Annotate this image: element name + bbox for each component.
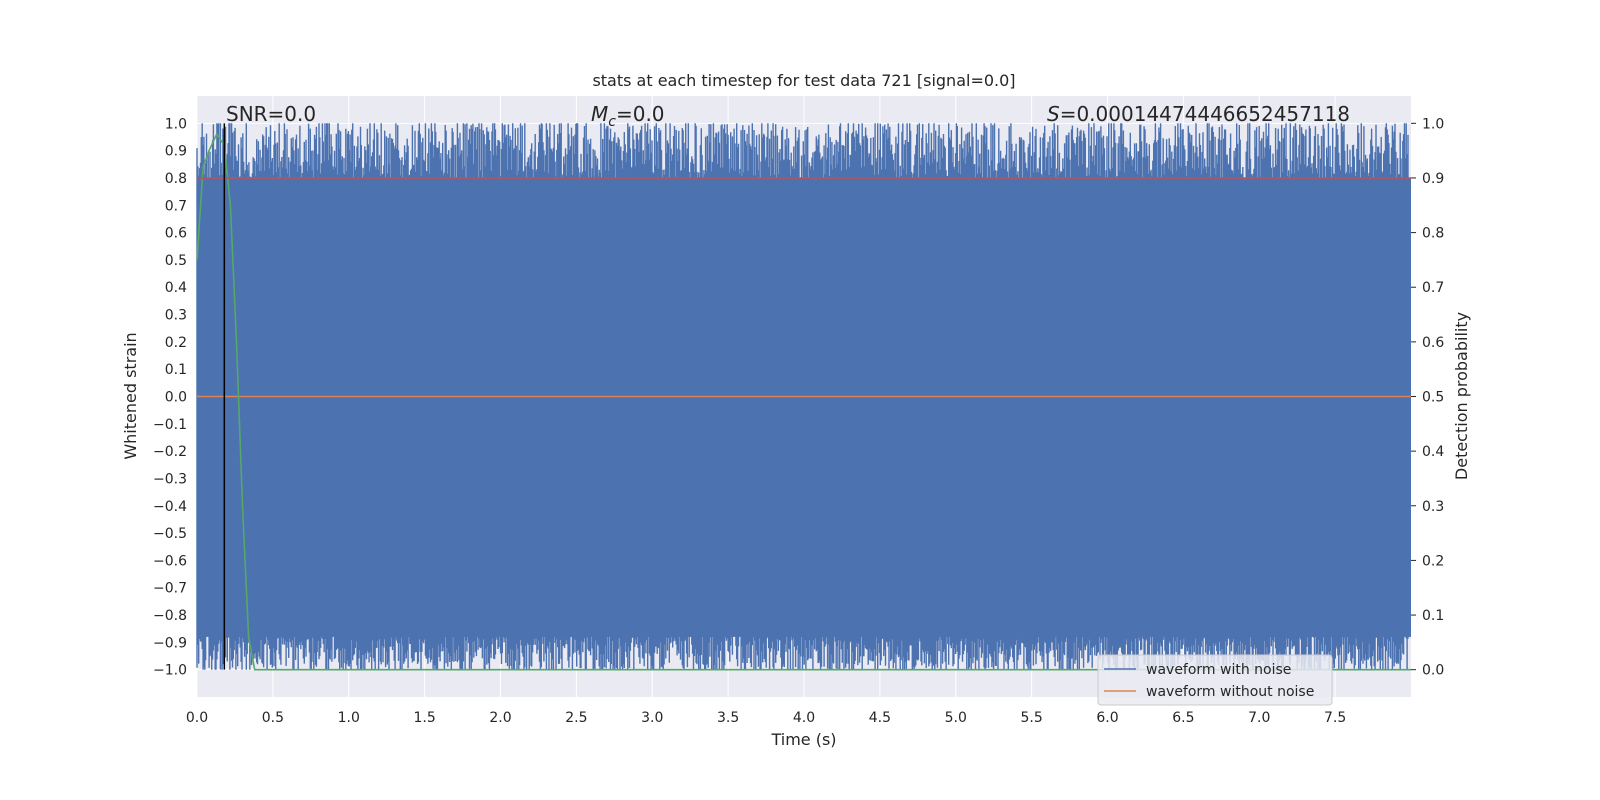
x-tick-label: 6.5 (1172, 710, 1194, 726)
y2-tick-label: 0.9 (1422, 171, 1444, 187)
chart-title: stats at each timestep for test data 721… (592, 71, 1015, 90)
y-tick-label: −0.6 (153, 553, 187, 569)
y2-tick-label: 0.6 (1422, 335, 1444, 351)
y-tick-label: 0.2 (165, 335, 187, 351)
lines-layer (196, 123, 1411, 671)
y-tick-label: 0.6 (165, 226, 187, 242)
y-tick-label: 0.9 (165, 144, 187, 160)
y-tick-label: 0.3 (165, 308, 187, 324)
chirp-mass-subscript: c (608, 114, 616, 130)
snr-annotation: SNR=0.0 (226, 102, 316, 126)
y2-tick-label: 0.5 (1422, 390, 1444, 406)
x-axis-label: Time (s) (770, 730, 836, 749)
y2-tick-labels: 1.0 0.9 0.8 0.7 0.6 0.5 0.4 0.3 0.2 0.1 0.0 (1411, 116, 1444, 679)
y2-tick-label: 0.0 (1422, 663, 1444, 679)
y-tick-label: −0.9 (153, 635, 187, 651)
x-tick-label: 3.5 (717, 710, 739, 726)
y-tick-label: 0.5 (165, 253, 187, 269)
x-tick-label: 6.0 (1096, 710, 1118, 726)
x-tick-label: 0.5 (262, 710, 284, 726)
y-tick-label: −0.1 (153, 417, 187, 433)
chirp-mass-annotation: Mc=0.0 (591, 102, 665, 130)
y2-tick-label: 1.0 (1422, 116, 1444, 132)
y-tick-label: 0.8 (165, 171, 187, 187)
x-tick-label: 2.5 (565, 710, 587, 726)
y-tick-label: 0.1 (165, 362, 187, 378)
y2-tick-label: 0.3 (1422, 499, 1444, 515)
y-tick-label: −1.0 (153, 663, 187, 679)
x-tick-label: 5.5 (1020, 710, 1042, 726)
x-tick-label: 0.0 (186, 710, 208, 726)
x-tick-labels: 0.0 0.5 1.0 1.5 2.0 2.5 3.0 3.5 4.0 4.5 5.0 5.5 6.0 6… (186, 710, 1346, 726)
y2-tick-label: 0.2 (1422, 553, 1444, 569)
y-tick-label: −0.2 (153, 444, 187, 460)
legend-label-clean: waveform without noise (1146, 684, 1314, 700)
y-tick-label: −0.7 (153, 581, 187, 597)
y2-axis-label: Detection probability (1452, 312, 1471, 480)
y2-tick-label: 0.4 (1422, 444, 1444, 460)
x-tick-label: 5.0 (945, 710, 967, 726)
x-tick-label: 1.0 (338, 710, 360, 726)
y-tick-labels: 1.0 0.9 0.8 0.7 0.6 0.5 0.4 0.3 0.2 0.1 0.0 −0.1 −0.… (153, 116, 187, 678)
noisy-waveform-band (196, 123, 1411, 670)
y-tick-label: 1.0 (165, 116, 187, 132)
y2-tick-label: 0.1 (1422, 608, 1444, 624)
legend: waveform with noise waveform without noi… (1097, 654, 1333, 706)
chirp-mass-symbol: M (591, 102, 608, 126)
statistic-value: =0.00014474446652457118 (1060, 102, 1350, 126)
x-tick-label: 7.0 (1248, 710, 1270, 726)
y-tick-label: 0.0 (165, 390, 187, 406)
legend-box (1097, 654, 1333, 706)
y-tick-label: −0.8 (153, 608, 187, 624)
x-tick-label: 4.0 (793, 710, 815, 726)
statistic-symbol: S (1047, 102, 1060, 126)
detection-probability-line (196, 132, 1411, 671)
x-tick-label: 7.5 (1324, 710, 1346, 726)
y2-tick-label: 0.8 (1422, 226, 1444, 242)
x-tick-label: 2.0 (489, 710, 511, 726)
y-tick-label: 0.4 (165, 280, 187, 296)
chirp-mass-value: =0.0 (616, 102, 665, 126)
legend-label-noise: waveform with noise (1146, 662, 1291, 678)
y-axis-label: Whitened strain (121, 332, 140, 459)
statistic-annotation: S=0.00014474446652457118 (1047, 102, 1350, 126)
x-tick-label: 1.5 (413, 710, 435, 726)
noise-spikes (196, 123, 1409, 670)
y-tick-label: −0.3 (153, 471, 187, 487)
y2-tick-label: 0.7 (1422, 280, 1444, 296)
y-tick-label: −0.5 (153, 526, 187, 542)
x-tick-label: 4.5 (869, 710, 891, 726)
y-tick-label: 0.7 (165, 198, 187, 214)
y-tick-label: −0.4 (153, 499, 187, 515)
x-tick-label: 3.0 (641, 710, 663, 726)
